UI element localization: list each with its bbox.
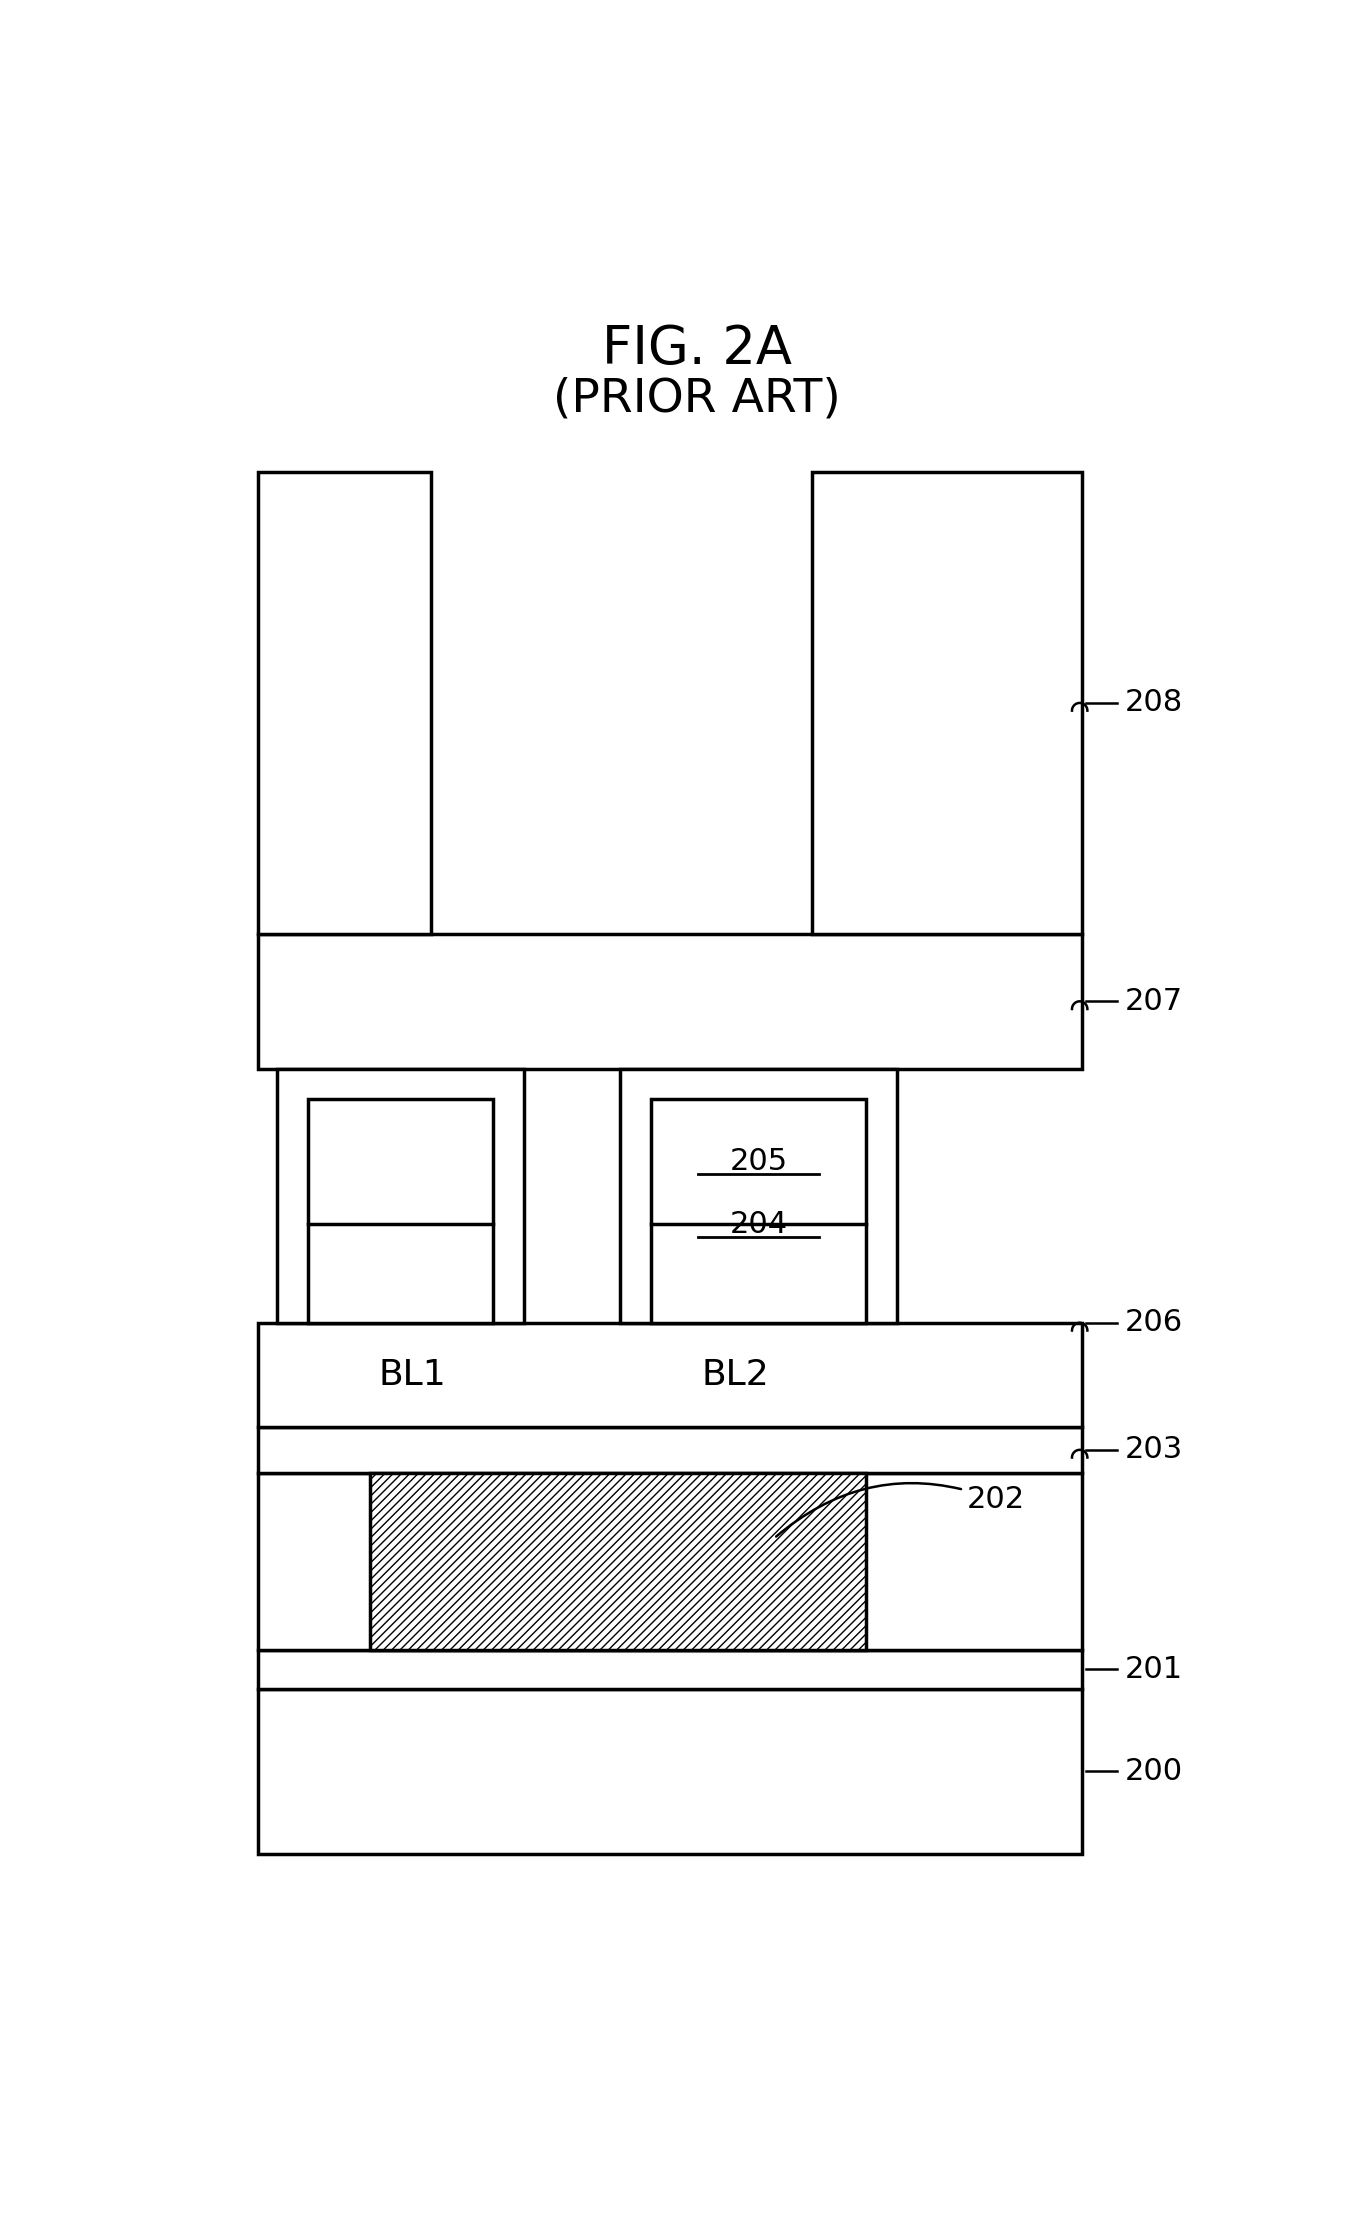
Bar (258, 935, 1083, 1068)
Text: 202: 202 (777, 1483, 1024, 1536)
Bar (620, 1068, 898, 1322)
Bar (258, 1474, 1083, 1649)
Text: 201: 201 (1125, 1654, 1182, 1683)
Text: 207: 207 (1125, 986, 1182, 1015)
Text: 208: 208 (1125, 688, 1183, 717)
Text: BL2: BL2 (702, 1358, 770, 1391)
Bar (651, 1100, 866, 1322)
Bar (258, 1322, 1083, 1427)
Bar (277, 1068, 524, 1322)
Bar (370, 1474, 866, 1649)
Text: (PRIOR ART): (PRIOR ART) (554, 376, 840, 421)
Text: 205: 205 (729, 1146, 787, 1175)
Text: BL1: BL1 (378, 1358, 446, 1391)
Text: 200: 200 (1125, 1756, 1182, 1785)
Bar (258, 1427, 1083, 1474)
Text: FIG. 2A: FIG. 2A (602, 323, 792, 374)
Text: 206: 206 (1125, 1309, 1182, 1338)
Bar (258, 1690, 1083, 1854)
Bar (258, 472, 431, 935)
Text: 203: 203 (1125, 1436, 1183, 1465)
Bar (812, 472, 1083, 935)
Bar (309, 1100, 492, 1322)
Text: 204: 204 (729, 1211, 787, 1240)
Bar (258, 1649, 1083, 1690)
